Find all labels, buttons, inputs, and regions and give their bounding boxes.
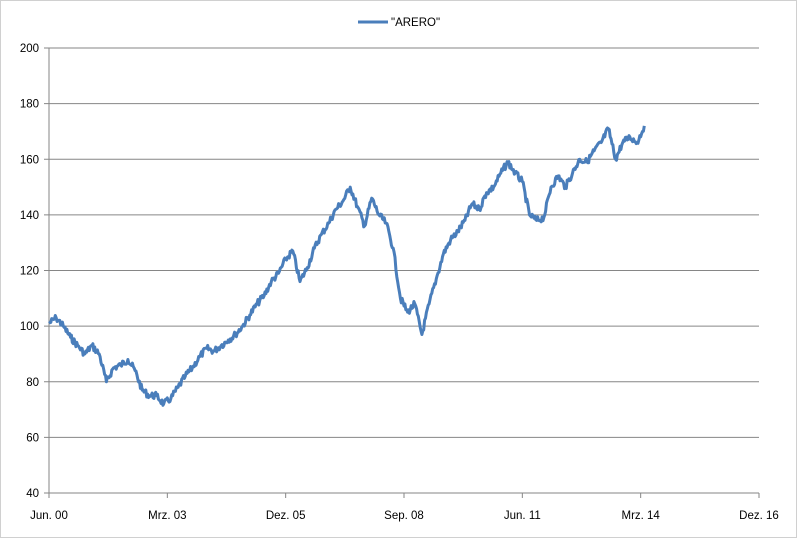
y-tick-label: 160 xyxy=(20,154,39,166)
gridlines xyxy=(49,47,759,438)
y-tick-label: 60 xyxy=(26,432,39,444)
x-tick-label: Mrz. 14 xyxy=(621,510,660,522)
y-tick-label: 140 xyxy=(20,210,39,222)
x-tick-label: Dez. 16 xyxy=(739,510,779,522)
y-tick-label: 200 xyxy=(20,43,39,55)
x-tick-label: Sep. 08 xyxy=(384,510,424,522)
x-tick-label: Dez. 05 xyxy=(266,510,306,522)
legend: "ARERO" xyxy=(358,17,440,29)
y-tick-label: 120 xyxy=(20,266,39,278)
x-tick-label: Jun. 00 xyxy=(30,510,68,522)
x-tick-label: Jun. 11 xyxy=(504,510,541,522)
y-tick-label: 100 xyxy=(20,321,39,333)
series xyxy=(48,125,646,407)
series-line xyxy=(48,125,646,407)
x-axis-ticks: Jun. 00 Mrz. 03 Dez. 05 Sep. 08 Jun. 11 Mrz. … xyxy=(30,493,779,522)
x-tick-label: Mrz. 03 xyxy=(148,510,186,522)
y-tick-label: 80 xyxy=(26,377,39,389)
y-tick-label: 180 xyxy=(20,99,39,111)
y-tick-label: 40 xyxy=(26,488,39,500)
legend-label: "ARERO" xyxy=(391,17,440,29)
y-axis-ticks: 40 60 80 100 120 140 160 180 200 xyxy=(20,43,49,500)
